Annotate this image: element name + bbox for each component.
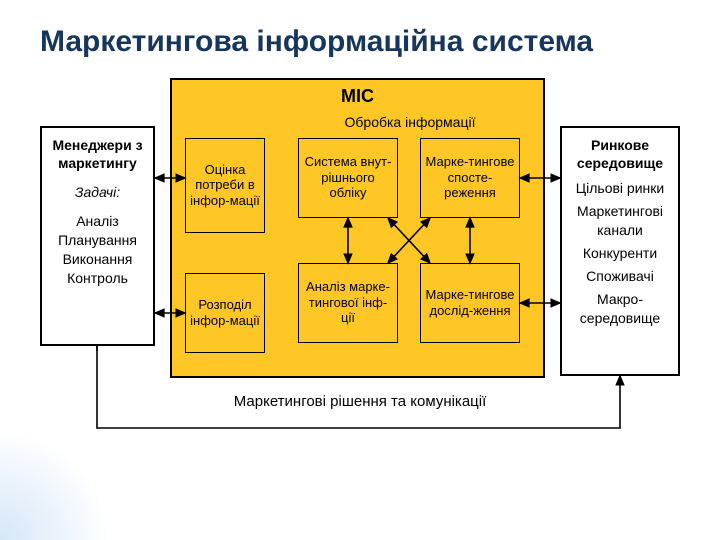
env-item: Конкуренти xyxy=(566,244,674,263)
research-box: Марке-тингове дослід-ження xyxy=(420,263,520,343)
managers-subheading: Задачі: xyxy=(46,183,149,202)
needs-assessment-box: Оцінка потреби в інфор-мації xyxy=(185,138,265,233)
env-item: Маркетингові канали xyxy=(566,202,674,240)
managers-heading: Менеджери з маркетингу xyxy=(46,136,149,174)
intelligence-box: Марке-тингове спосте-реження xyxy=(420,138,520,218)
distribution-label: Розподіл інфор-мації xyxy=(190,297,260,328)
slide-title: Маркетингова інформаційна система xyxy=(40,25,680,60)
research-label: Марке-тингове дослід-ження xyxy=(425,287,515,318)
task-item: Контроль xyxy=(46,269,149,288)
intelligence-label: Марке-тингове спосте-реження xyxy=(425,154,515,201)
task-item: Виконання xyxy=(46,250,149,269)
env-item: Макро-середовище xyxy=(566,290,674,328)
env-item: Цільові ринки xyxy=(566,179,674,198)
internal-records-label: Система внут-рішнього обліку xyxy=(303,154,393,201)
mis-diagram: Менеджери з маркетингу Задачі: Аналіз Пл… xyxy=(40,78,680,458)
internal-records-box: Система внут-рішнього обліку xyxy=(298,138,398,218)
processing-label: Обробка інформації xyxy=(315,114,505,130)
managers-box: Менеджери з маркетингу Задачі: Аналіз Пл… xyxy=(40,126,155,346)
environment-heading: Ринкове середовище xyxy=(566,136,674,174)
analysis-box: Аналіз марке-тингової інф-ції xyxy=(298,263,398,343)
distribution-box: Розподіл інфор-мації xyxy=(185,273,265,353)
task-item: Планування xyxy=(46,231,149,250)
analysis-label: Аналіз марке-тингової інф-ції xyxy=(303,279,393,326)
environment-box: Ринкове середовище Цільові ринки Маркети… xyxy=(560,126,680,376)
mis-title: МІС xyxy=(172,86,543,107)
task-item: Аналіз xyxy=(46,212,149,231)
needs-assessment-label: Оцінка потреби в інфор-мації xyxy=(190,162,260,209)
decisions-label: Маркетингові рішення та комунікації xyxy=(210,393,510,410)
env-item: Споживачі xyxy=(566,267,674,286)
